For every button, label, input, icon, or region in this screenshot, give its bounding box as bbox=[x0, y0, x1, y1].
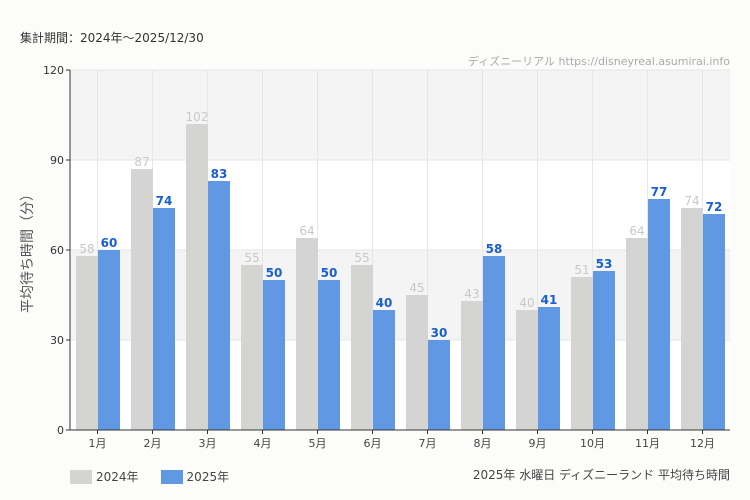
x-tick-label: 7月 bbox=[419, 437, 437, 450]
data-label: 77 bbox=[651, 185, 668, 199]
bar-2025 bbox=[593, 271, 615, 430]
x-tick-label: 11月 bbox=[635, 437, 660, 450]
legend-swatch bbox=[160, 469, 183, 484]
legend-item-2024[interactable]: 2024年 bbox=[70, 468, 139, 485]
data-label: 40 bbox=[519, 296, 534, 310]
y-tick-label: 60 bbox=[50, 244, 64, 257]
bar-2024 bbox=[296, 238, 318, 430]
bar-2024 bbox=[516, 310, 538, 430]
x-tick-label: 2月 bbox=[144, 437, 162, 450]
bar-2024 bbox=[461, 301, 483, 430]
grid-band bbox=[70, 340, 730, 430]
y-axis-label: 平均待ち時間（分） bbox=[20, 187, 36, 313]
data-label: 40 bbox=[376, 296, 393, 310]
bar-2024 bbox=[131, 169, 153, 430]
period-label: 集計期間：2024年～2025/12/30 bbox=[20, 31, 204, 45]
y-tick-label: 0 bbox=[57, 424, 64, 437]
legend-item-2025[interactable]: 2025年 bbox=[160, 468, 230, 485]
data-label: 58 bbox=[486, 242, 503, 256]
data-label: 87 bbox=[134, 155, 149, 169]
data-label: 50 bbox=[321, 266, 338, 280]
bar-2025 bbox=[483, 256, 505, 430]
data-label: 60 bbox=[101, 236, 118, 250]
data-label: 74 bbox=[684, 194, 699, 208]
data-label: 64 bbox=[299, 224, 314, 238]
credit-label: ディズニーリアル https://disneyreal.asumirai.inf… bbox=[467, 55, 730, 68]
bar-2024 bbox=[681, 208, 703, 430]
x-tick-label: 9月 bbox=[529, 437, 547, 450]
data-label: 58 bbox=[79, 242, 94, 256]
data-label: 45 bbox=[409, 281, 424, 295]
x-tick-label: 3月 bbox=[199, 437, 217, 450]
data-label: 102 bbox=[186, 110, 209, 124]
data-label: 55 bbox=[354, 251, 369, 265]
bar-2024 bbox=[571, 277, 593, 430]
bar-2025 bbox=[428, 340, 450, 430]
data-label: 50 bbox=[266, 266, 283, 280]
bar-2025 bbox=[153, 208, 175, 430]
data-label: 72 bbox=[706, 200, 723, 214]
bar-2024 bbox=[626, 238, 648, 430]
data-label: 53 bbox=[596, 257, 613, 271]
x-tick-label: 8月 bbox=[474, 437, 492, 450]
data-label: 30 bbox=[431, 326, 448, 340]
x-tick-label: 12月 bbox=[690, 437, 715, 450]
bar-2025 bbox=[703, 214, 725, 430]
legend-swatch bbox=[70, 469, 92, 484]
data-label: 74 bbox=[156, 194, 173, 208]
grid-band bbox=[70, 250, 730, 340]
x-tick-label: 10月 bbox=[580, 437, 605, 450]
y-tick-label: 120 bbox=[43, 64, 64, 77]
bar-2024 bbox=[241, 265, 263, 430]
bar-2024 bbox=[186, 124, 208, 430]
data-label: 43 bbox=[464, 287, 479, 301]
data-label: 51 bbox=[574, 263, 589, 277]
chart-caption: 2025年 水曜日 ディズニーランド 平均待ち時間 bbox=[472, 468, 730, 482]
grid-band bbox=[70, 160, 730, 250]
bar-2025 bbox=[208, 181, 230, 430]
legend-label: 2024年 bbox=[96, 470, 139, 484]
data-label: 64 bbox=[629, 224, 644, 238]
data-label: 55 bbox=[244, 251, 259, 265]
grid-band bbox=[70, 70, 730, 160]
bar-2025 bbox=[648, 199, 670, 430]
x-tick-label: 4月 bbox=[254, 437, 272, 450]
bar-2025 bbox=[538, 307, 560, 430]
y-tick-label: 30 bbox=[50, 334, 64, 347]
legend: 2024年 2025年 bbox=[70, 468, 229, 485]
bar-2025 bbox=[263, 280, 285, 430]
x-tick-label: 5月 bbox=[309, 437, 327, 450]
x-tick-label: 6月 bbox=[364, 437, 382, 450]
data-label: 83 bbox=[211, 167, 228, 181]
x-tick-label: 1月 bbox=[89, 437, 107, 450]
legend-label: 2025年 bbox=[186, 470, 230, 484]
bar-2025 bbox=[98, 250, 120, 430]
bar-2024 bbox=[76, 256, 98, 430]
bar-2024 bbox=[406, 295, 428, 430]
data-label: 41 bbox=[541, 293, 558, 307]
y-tick-label: 90 bbox=[50, 154, 64, 167]
bar-2025 bbox=[318, 280, 340, 430]
bar-2025 bbox=[373, 310, 395, 430]
bar-2024 bbox=[351, 265, 373, 430]
